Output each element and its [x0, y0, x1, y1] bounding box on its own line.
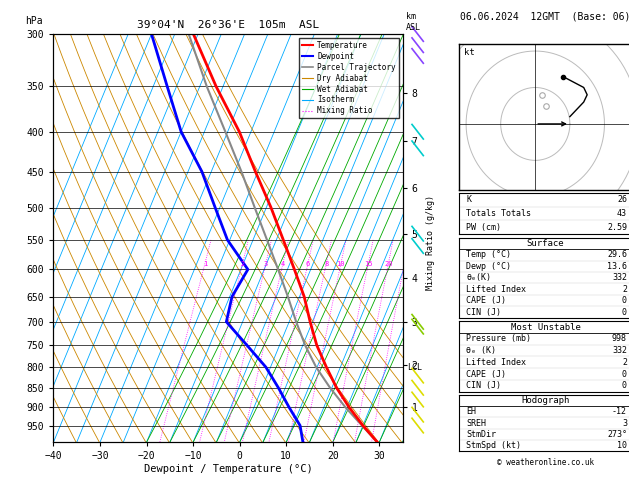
Text: 0: 0	[622, 308, 627, 316]
Text: -12: -12	[612, 407, 627, 417]
Text: 26: 26	[617, 195, 627, 204]
Text: 4: 4	[281, 260, 285, 267]
Text: 998: 998	[612, 334, 627, 344]
Legend: Temperature, Dewpoint, Parcel Trajectory, Dry Adiabat, Wet Adiabat, Isotherm, Mi: Temperature, Dewpoint, Parcel Trajectory…	[299, 38, 399, 119]
Text: © weatheronline.co.uk: © weatheronline.co.uk	[497, 457, 594, 467]
Text: 43: 43	[617, 209, 627, 218]
Text: 10: 10	[617, 441, 627, 450]
Text: 273°: 273°	[607, 430, 627, 439]
Text: 13.6: 13.6	[607, 262, 627, 271]
Text: 2: 2	[240, 260, 245, 267]
Text: Temp (°C): Temp (°C)	[466, 250, 511, 260]
Text: Lifted Index: Lifted Index	[466, 285, 526, 294]
Text: 3: 3	[622, 418, 627, 428]
Text: Dewp (°C): Dewp (°C)	[466, 262, 511, 271]
Text: 6: 6	[306, 260, 310, 267]
Text: StmDir: StmDir	[466, 430, 496, 439]
Text: CAPE (J): CAPE (J)	[466, 296, 506, 305]
Text: 332: 332	[612, 273, 627, 282]
Text: 332: 332	[612, 346, 627, 355]
Text: LCL: LCL	[407, 363, 421, 372]
Text: Totals Totals: Totals Totals	[466, 209, 531, 218]
Text: 06.06.2024  12GMT  (Base: 06): 06.06.2024 12GMT (Base: 06)	[460, 12, 629, 22]
Text: Mixing Ratio (g/kg): Mixing Ratio (g/kg)	[426, 195, 435, 291]
Text: 29.6: 29.6	[607, 250, 627, 260]
Text: θₑ(K): θₑ(K)	[466, 273, 491, 282]
Text: CAPE (J): CAPE (J)	[466, 369, 506, 379]
Text: Pressure (mb): Pressure (mb)	[466, 334, 531, 344]
Text: hPa: hPa	[26, 16, 43, 26]
Text: 15: 15	[364, 260, 372, 267]
Text: PW (cm): PW (cm)	[466, 223, 501, 232]
Text: CIN (J): CIN (J)	[466, 382, 501, 390]
Text: 0: 0	[622, 369, 627, 379]
Text: SREH: SREH	[466, 418, 486, 428]
Text: 3: 3	[264, 260, 268, 267]
Text: 2: 2	[622, 285, 627, 294]
X-axis label: Dewpoint / Temperature (°C): Dewpoint / Temperature (°C)	[143, 464, 313, 474]
Text: Most Unstable: Most Unstable	[511, 323, 581, 331]
Text: 2: 2	[622, 358, 627, 367]
Text: CIN (J): CIN (J)	[466, 308, 501, 316]
Text: 1: 1	[203, 260, 207, 267]
Text: 8: 8	[324, 260, 328, 267]
Text: Lifted Index: Lifted Index	[466, 358, 526, 367]
Text: StmSpd (kt): StmSpd (kt)	[466, 441, 521, 450]
Text: km
ASL: km ASL	[406, 12, 421, 32]
Text: Hodograph: Hodograph	[521, 396, 570, 405]
Text: 20: 20	[384, 260, 392, 267]
Text: 2.59: 2.59	[607, 223, 627, 232]
Text: θₑ (K): θₑ (K)	[466, 346, 496, 355]
Text: 0: 0	[622, 382, 627, 390]
Text: Surface: Surface	[527, 239, 564, 248]
Text: 10: 10	[337, 260, 345, 267]
Title: 39°04'N  26°36'E  105m  ASL: 39°04'N 26°36'E 105m ASL	[137, 20, 319, 31]
Text: EH: EH	[466, 407, 476, 417]
Text: 0: 0	[622, 296, 627, 305]
Text: kt: kt	[464, 48, 475, 57]
Text: K: K	[466, 195, 471, 204]
